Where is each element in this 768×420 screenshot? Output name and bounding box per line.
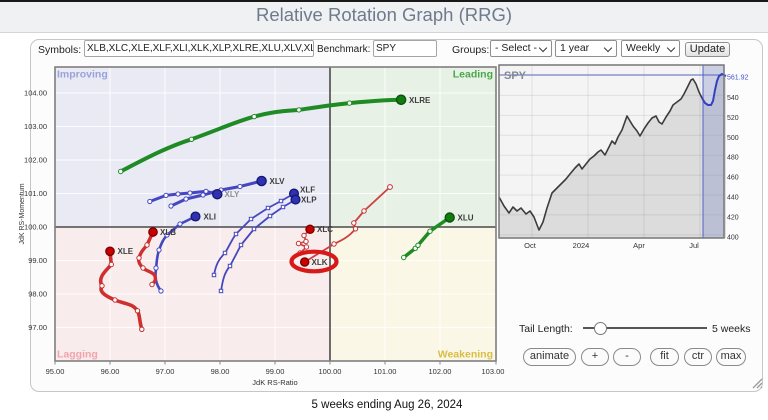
svg-text:104.00: 104.00 — [24, 89, 47, 98]
svg-text:102.00: 102.00 — [429, 367, 452, 376]
svg-text:99.00: 99.00 — [28, 256, 47, 265]
svg-text:561.92: 561.92 — [727, 75, 749, 82]
svg-text:Leading: Leading — [453, 69, 493, 81]
svg-text:100.00: 100.00 — [24, 223, 47, 232]
svg-text:XLI: XLI — [204, 213, 216, 222]
svg-text:98.00: 98.00 — [28, 290, 47, 299]
svg-text:JdK RS-Ratio: JdK RS-Ratio — [252, 378, 297, 387]
svg-text:Apr: Apr — [633, 241, 645, 250]
svg-text:440: 440 — [727, 195, 739, 202]
svg-text:XLB: XLB — [160, 228, 176, 237]
svg-text:Improving: Improving — [57, 69, 108, 81]
svg-text:Jul: Jul — [689, 241, 699, 250]
svg-text:540: 540 — [727, 95, 739, 102]
svg-text:400: 400 — [727, 234, 739, 241]
svg-text:97.00: 97.00 — [28, 323, 47, 332]
svg-text:520: 520 — [727, 115, 739, 122]
svg-text:500: 500 — [727, 135, 739, 142]
svg-text:XLE: XLE — [118, 247, 134, 256]
svg-text:Weakening: Weakening — [438, 349, 493, 361]
svg-text:SPY: SPY — [504, 70, 527, 82]
svg-text:100.00: 100.00 — [319, 367, 342, 376]
svg-text:99.00: 99.00 — [266, 367, 285, 376]
svg-text:XLY: XLY — [225, 190, 240, 199]
svg-text:XLV: XLV — [270, 177, 286, 186]
svg-text:Oct: Oct — [524, 241, 537, 250]
svg-text:XLC: XLC — [317, 225, 333, 234]
svg-text:96.00: 96.00 — [101, 367, 120, 376]
svg-text:102.00: 102.00 — [24, 156, 47, 165]
svg-text:97.00: 97.00 — [156, 367, 175, 376]
svg-text:XLF: XLF — [300, 186, 315, 195]
svg-text:101.00: 101.00 — [24, 189, 47, 198]
svg-text:XLP: XLP — [301, 196, 317, 205]
svg-text:420: 420 — [727, 214, 739, 221]
svg-text:XLU: XLU — [458, 214, 474, 223]
svg-text:480: 480 — [727, 155, 739, 162]
svg-text:95.00: 95.00 — [46, 367, 65, 376]
svg-text:98.00: 98.00 — [211, 367, 230, 376]
svg-text:XLRE: XLRE — [409, 96, 431, 105]
svg-text:103.00: 103.00 — [482, 367, 505, 376]
svg-text:Lagging: Lagging — [57, 349, 98, 361]
svg-text:XLK: XLK — [312, 258, 328, 267]
svg-text:101.00: 101.00 — [374, 367, 397, 376]
svg-text:460: 460 — [727, 175, 739, 182]
svg-text:103.00: 103.00 — [24, 122, 47, 131]
svg-text:JdK RS-Momentum: JdK RS-Momentum — [19, 183, 26, 244]
svg-text:2024: 2024 — [573, 241, 590, 250]
